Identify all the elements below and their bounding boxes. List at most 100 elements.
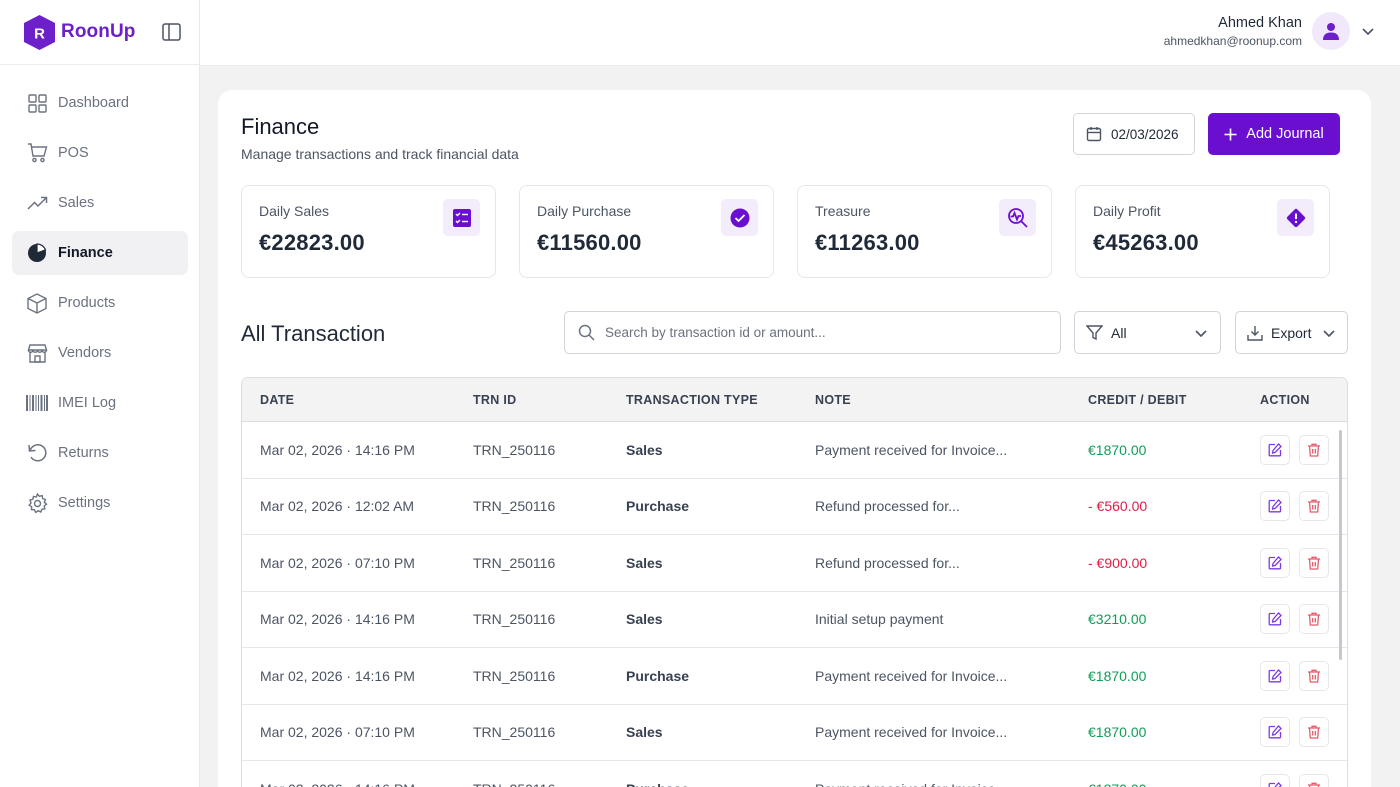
edit-button[interactable] (1260, 660, 1290, 691)
cell-date: Mar 02, 2026 · 07:10 PM (260, 724, 415, 741)
column-header-action: ACTION (1260, 392, 1310, 407)
delete-button[interactable] (1299, 604, 1329, 635)
edit-button[interactable] (1260, 773, 1290, 787)
table-header: DATE TRN ID TRANSACTION TYPE NOTE CREDIT… (242, 378, 1347, 422)
sidebar-item-label: POS (58, 145, 89, 161)
table-row[interactable]: Mar 02, 2026 · 14:16 PM TRN_250116 Sales In… (242, 592, 1347, 648)
table-row[interactable]: Mar 02, 2026 · 14:16 PM TRN_250116 Purchas… (242, 761, 1347, 787)
check-circle-icon (721, 199, 758, 236)
stat-label: Treasure (815, 203, 871, 219)
sidebar-item-vendors[interactable]: Vendors (12, 331, 188, 375)
stat-card-daily-sales: Daily Sales €22823.00 (241, 185, 496, 278)
cell-type: Sales (626, 554, 663, 571)
sidebar-item-settings[interactable]: Settings (12, 481, 188, 525)
export-button[interactable]: Export (1235, 311, 1348, 354)
alert-diamond-icon (1277, 199, 1314, 236)
chevron-down-icon[interactable] (1360, 23, 1376, 39)
table-row[interactable]: Mar 02, 2026 · 14:16 PM TRN_250116 Purchas… (242, 648, 1347, 705)
table-row[interactable]: Mar 02, 2026 · 12:02 AM TRN_250116 Purchas… (242, 479, 1347, 535)
delete-button[interactable] (1299, 717, 1329, 748)
sidebar-toggle-icon[interactable] (160, 21, 182, 43)
delete-button[interactable] (1299, 491, 1329, 522)
user-info: Ahmed Khan ahmedkhan@roonup.com (1164, 13, 1302, 49)
stat-value: €22823.00 (259, 230, 365, 255)
user-name: Ahmed Khan (1218, 15, 1302, 31)
cell-amount: €1870.00 (1088, 667, 1147, 684)
search-input[interactable] (605, 325, 1045, 340)
edit-icon (1268, 668, 1282, 683)
delete-button[interactable] (1299, 547, 1329, 578)
add-journal-label: Add Journal (1246, 126, 1324, 142)
delete-button[interactable] (1299, 434, 1329, 465)
chevron-down-icon (1194, 326, 1208, 340)
column-header-date[interactable]: DATE (260, 392, 295, 407)
delete-button[interactable] (1299, 660, 1329, 691)
edit-button[interactable] (1260, 547, 1290, 578)
cell-note: Initial setup payment (815, 611, 944, 628)
cell-amount: €1870.00 (1088, 781, 1146, 787)
sidebar-item-label: Dashboard (58, 95, 129, 111)
edit-icon (1268, 612, 1282, 626)
edit-button[interactable] (1260, 604, 1290, 635)
stat-card-daily-purchase: Daily Purchase €11560.00 (519, 185, 774, 278)
section-title: All Transaction (241, 321, 386, 346)
table-scrollbar[interactable] (1339, 430, 1342, 660)
trash-icon (1307, 556, 1321, 570)
gear-icon (26, 492, 48, 514)
row-actions (1260, 773, 1338, 787)
column-header-credit-debit[interactable]: CREDIT / DEBIT (1088, 392, 1187, 407)
stat-card-treasure: Treasure €11263.00 (797, 185, 1052, 278)
sidebar-item-products[interactable]: Products (12, 281, 188, 325)
sidebar-item-label: Products (58, 295, 116, 311)
brand-logo[interactable]: R (23, 14, 56, 50)
stat-label: Daily Sales (259, 203, 330, 219)
row-actions (1260, 547, 1338, 578)
sidebar-item-label: Returns (58, 445, 109, 461)
edit-button[interactable] (1260, 717, 1290, 748)
sidebar-nav: Dashboard POS Sales Finance Products Vendors I… (0, 65, 199, 525)
cell-trn-id: TRN_250116 (473, 667, 556, 684)
row-actions (1260, 660, 1338, 691)
sidebar-item-returns[interactable]: Returns (12, 431, 188, 475)
undo-icon (26, 442, 48, 464)
cell-date: Mar 02, 2026 · 14:16 PM (260, 781, 415, 787)
page-subtitle: Manage transactions and track financial … (241, 146, 519, 162)
sidebar-item-sales[interactable]: Sales (12, 181, 188, 225)
trash-icon (1307, 612, 1321, 626)
cell-date: Mar 02, 2026 · 07:10 PM (260, 554, 415, 571)
trash-icon (1307, 725, 1321, 739)
table-row[interactable]: Mar 02, 2026 · 07:10 PM TRN_250116 Sales Re… (242, 535, 1347, 592)
add-journal-button[interactable]: Add Journal (1208, 113, 1340, 155)
delete-button[interactable] (1299, 773, 1329, 787)
cell-date: Mar 02, 2026 · 14:16 PM (260, 611, 415, 628)
table-row[interactable]: Mar 02, 2026 · 14:16 PM TRN_250116 Sales Pa… (242, 422, 1347, 479)
stat-value: €45263.00 (1093, 230, 1199, 255)
sidebar-item-finance[interactable]: Finance (12, 231, 188, 275)
column-header-note[interactable]: NOTE (815, 392, 851, 407)
user-email: ahmedkhan@roonup.com (1163, 34, 1302, 48)
edit-button[interactable] (1260, 491, 1290, 522)
avatar[interactable] (1312, 12, 1350, 50)
edit-icon (1268, 442, 1282, 457)
sidebar-item-dashboard[interactable]: Dashboard (12, 81, 188, 125)
column-header-trn-id[interactable]: TRN ID (473, 392, 517, 407)
svg-text:R: R (34, 25, 45, 42)
cell-type: Purchase (626, 667, 690, 684)
sidebar-item-pos[interactable]: POS (12, 131, 188, 175)
edit-button[interactable] (1260, 434, 1290, 465)
cell-trn-id: TRN_250116 (473, 498, 556, 515)
date-picker-button[interactable]: 02/03/2026 (1073, 113, 1195, 155)
filter-value: All (1111, 324, 1127, 341)
cell-amount: - €560.00 (1088, 498, 1148, 515)
sidebar-item-label: Sales (58, 195, 95, 211)
filter-dropdown[interactable]: All (1074, 311, 1221, 354)
table-body: Mar 02, 2026 · 14:16 PM TRN_250116 Sales Pa… (242, 422, 1347, 787)
column-header-type[interactable]: TRANSACTION TYPE (626, 392, 758, 407)
user-menu[interactable]: Ahmed Khan ahmedkhan@roonup.com (1164, 12, 1376, 50)
table-row[interactable]: Mar 02, 2026 · 07:10 PM TRN_250116 Sales Pa… (242, 705, 1347, 761)
cell-type: Sales (626, 724, 663, 741)
search-box[interactable] (564, 311, 1061, 354)
sidebar-item-imei-log[interactable]: IMEI Log (12, 381, 188, 425)
box-icon (26, 292, 48, 314)
cell-note: Payment received for Invoice... (815, 441, 1008, 458)
